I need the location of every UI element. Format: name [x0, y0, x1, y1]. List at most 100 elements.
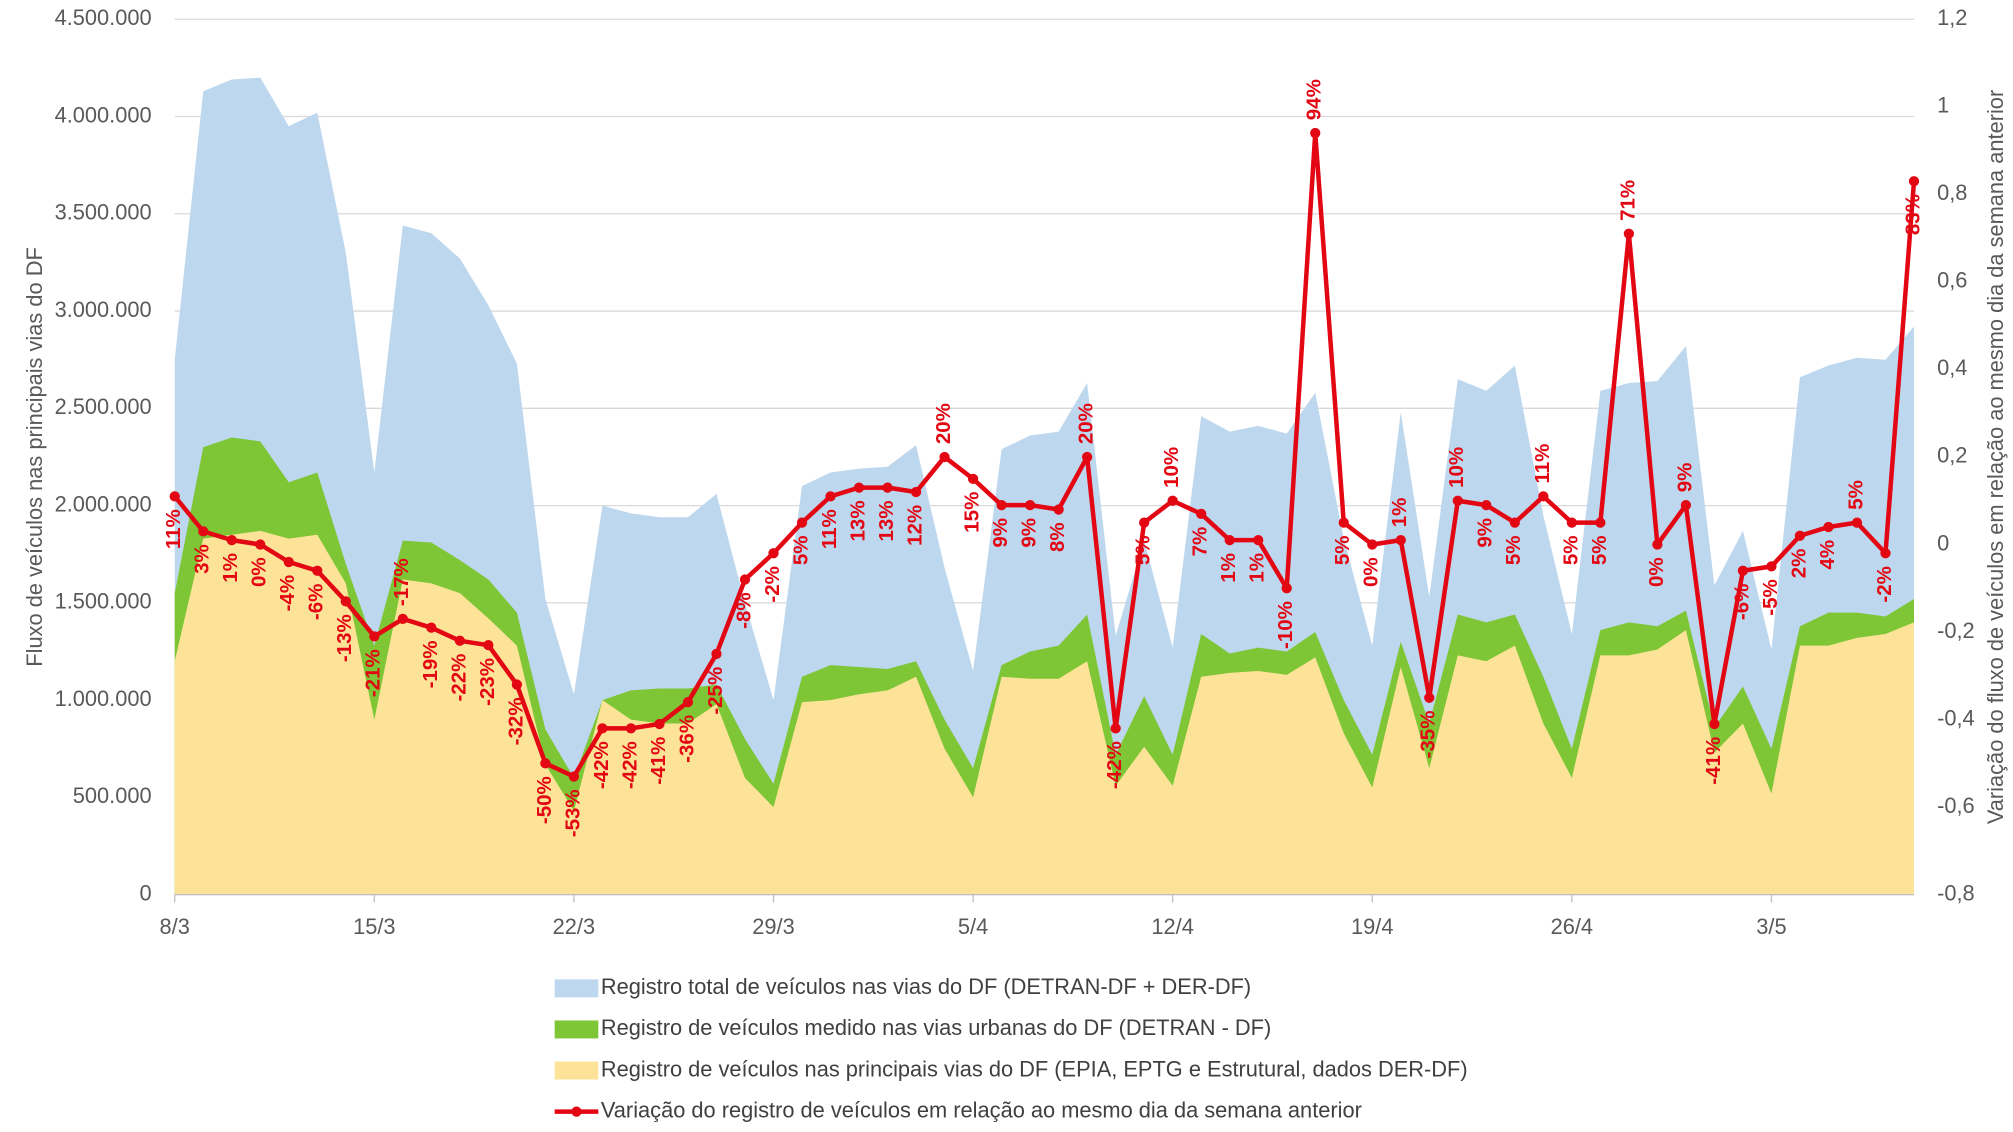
data-label: 15% — [961, 492, 984, 533]
data-label: 83% — [1901, 194, 1924, 235]
line-marker — [1623, 228, 1635, 239]
line-marker — [825, 491, 836, 502]
line-marker — [1794, 530, 1806, 541]
y-axis-title: Fluxo de veículos nas principais vias do… — [22, 247, 47, 666]
data-label: -32% — [504, 697, 527, 745]
data-label: 5% — [789, 535, 812, 565]
line-marker — [1538, 491, 1549, 502]
data-label: 5% — [1844, 480, 1867, 510]
data-label: 1% — [1388, 498, 1411, 528]
line-marker — [568, 771, 580, 782]
data-label: 11% — [1531, 444, 1554, 484]
line-marker — [1167, 495, 1178, 506]
line-marker — [1737, 565, 1749, 576]
data-label: 5% — [1588, 535, 1611, 565]
data-label: -2% — [761, 566, 784, 602]
line-marker — [1595, 517, 1606, 528]
y2-tick-label: -0,4 — [1937, 705, 1975, 730]
y-tick-label: 3.000.000 — [55, 297, 152, 322]
line-marker — [1082, 451, 1093, 463]
line-marker — [1338, 517, 1349, 528]
y2-tick-label: 0,6 — [1937, 268, 1967, 293]
data-label: 13% — [846, 500, 869, 541]
data-label: 5% — [1132, 535, 1155, 565]
line-marker — [768, 548, 779, 559]
line-marker — [1823, 521, 1834, 533]
line-marker — [1253, 534, 1264, 546]
legend-label: Registro total de veículos nas vias do D… — [601, 974, 1251, 999]
data-label: 11% — [162, 509, 185, 549]
line-marker — [454, 635, 465, 646]
line-marker — [169, 491, 180, 502]
line-marker — [340, 596, 351, 607]
line-marker — [682, 696, 694, 708]
data-label: 2% — [1787, 549, 1810, 579]
data-label: 4% — [1816, 540, 1839, 570]
data-label: 5% — [1502, 535, 1525, 565]
line-marker — [796, 517, 808, 528]
y2-tick-label: 0,8 — [1937, 180, 1967, 205]
data-label: 5% — [1331, 535, 1354, 565]
data-label: 13% — [875, 500, 898, 541]
line-marker — [1652, 539, 1663, 550]
x-tick-label: 5/4 — [958, 914, 988, 939]
line-marker — [226, 534, 237, 546]
line-marker — [1566, 517, 1577, 528]
y-tick-label: 1.500.000 — [55, 589, 152, 614]
data-label: -21% — [362, 649, 385, 697]
data-label: -6% — [1730, 584, 1753, 620]
data-label: 0% — [1645, 557, 1668, 587]
x-tick-label: 29/3 — [752, 914, 794, 939]
x-tick-label: 12/4 — [1151, 914, 1193, 939]
lines: 11%3% 1% 0%-4% -6%-13%-21%-17%-19% -22% -23%-… — [162, 79, 1924, 837]
data-label: -41% — [647, 737, 670, 785]
data-label: -6% — [305, 584, 328, 620]
areas — [174, 77, 1915, 895]
data-label: 9% — [1018, 518, 1041, 548]
x-tick-label: 15/3 — [353, 914, 395, 939]
line-marker — [312, 565, 323, 576]
y-tick-label: 2.000.000 — [55, 491, 152, 516]
y-tick-label: 3.500.000 — [55, 200, 152, 225]
line-marker — [996, 499, 1007, 511]
data-label: 9% — [989, 518, 1012, 548]
y2-tick-label: 0 — [1937, 530, 1949, 555]
line-marker — [1424, 692, 1435, 703]
line-marker — [597, 723, 608, 734]
legend-swatch — [554, 1061, 599, 1080]
y2-tick-label: 0,2 — [1937, 443, 1967, 468]
data-label: -5% — [1759, 579, 1782, 615]
data-label: 3% — [191, 544, 214, 574]
x-tick-label: 26/4 — [1551, 914, 1593, 939]
line-marker — [967, 473, 979, 484]
data-label: 9% — [1474, 518, 1497, 548]
line-marker — [1139, 517, 1150, 528]
x-tick-label: 8/3 — [160, 914, 190, 939]
data-label: 11% — [818, 509, 841, 549]
y-tick-label: 500.000 — [73, 783, 152, 808]
y2-tick-label: 1,2 — [1937, 5, 1967, 30]
line-marker — [511, 679, 523, 690]
line-marker — [369, 631, 380, 642]
area — [174, 530, 1915, 895]
line-marker — [1709, 718, 1720, 730]
data-label: 20% — [932, 403, 955, 444]
line-marker — [1024, 499, 1036, 511]
line-marker — [654, 718, 665, 730]
data-label: -13% — [333, 614, 356, 662]
line-marker — [540, 758, 551, 769]
line-marker — [910, 486, 922, 498]
y2-tick-label: -0,8 — [1937, 880, 1975, 905]
y-tick-label: 4.000.000 — [55, 102, 152, 127]
data-label: 10% — [1160, 447, 1183, 488]
y2-tick-label: -0,2 — [1937, 618, 1975, 643]
line-marker — [1880, 548, 1891, 559]
data-label: -53% — [561, 789, 584, 837]
data-label: 5% — [1559, 535, 1582, 565]
data-label: 20% — [1075, 403, 1098, 444]
line-marker — [1310, 127, 1321, 139]
data-label: -25% — [704, 667, 727, 715]
data-label: 7% — [1189, 527, 1212, 557]
data-label: -19% — [419, 641, 442, 689]
